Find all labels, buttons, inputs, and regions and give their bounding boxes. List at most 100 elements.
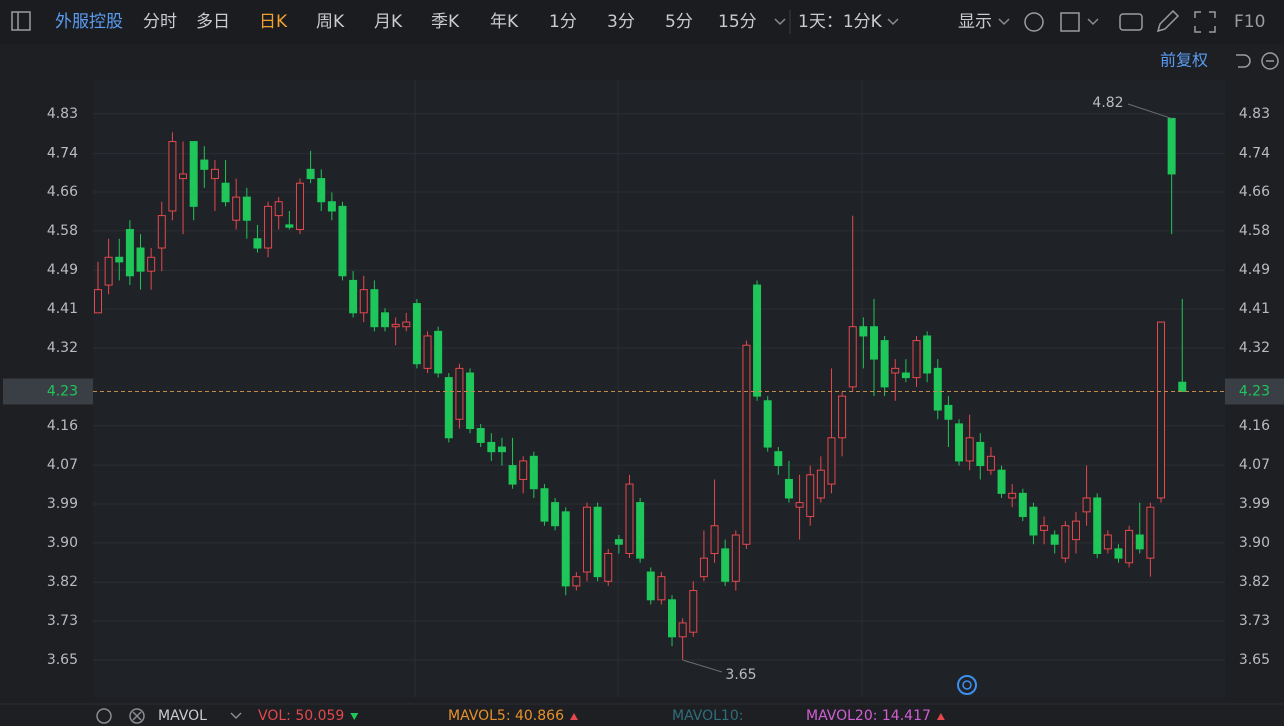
candle-body — [1018, 492, 1027, 517]
fullscreen-icon[interactable] — [1194, 11, 1216, 33]
candle-body — [955, 423, 964, 462]
indicator-value: MAVOL10: — [672, 708, 743, 724]
indicator-dropdown[interactable] — [230, 712, 242, 720]
y-tick-label: 4.41 — [47, 301, 78, 317]
candle-body — [487, 441, 496, 453]
candle-body — [944, 404, 953, 420]
period-tab[interactable]: 年K — [490, 12, 519, 32]
y-tick-label: 4.58 — [47, 223, 78, 239]
y-tick-label: 4.74 — [47, 146, 78, 162]
display-menu[interactable]: 显示 — [958, 12, 992, 32]
settings-icon[interactable] — [1024, 12, 1044, 32]
candle-body — [668, 599, 677, 638]
candle-body — [125, 229, 134, 277]
candle-body — [678, 622, 687, 638]
candle-body — [901, 372, 910, 379]
indicator-value: VOL: 50.059 — [258, 708, 344, 724]
period-tab[interactable]: 周K — [316, 12, 345, 32]
candle-body — [338, 205, 347, 277]
candle-body — [232, 196, 241, 221]
candle-body — [370, 289, 379, 328]
dropdown-arrow[interactable] — [774, 18, 786, 26]
last-price-label: 4.23 — [47, 384, 78, 400]
period-tab[interactable]: 日K — [259, 12, 288, 32]
y2-tick-label: 4.16 — [1239, 418, 1270, 434]
candle-body — [381, 312, 390, 328]
y2-tick-label: 3.73 — [1239, 613, 1270, 629]
candle-body — [200, 159, 209, 170]
candle-body — [1061, 525, 1070, 559]
dropdown-arrow[interactable] — [1087, 18, 1099, 26]
candle-body — [699, 557, 708, 578]
y2-tick-label: 4.58 — [1239, 223, 1270, 239]
candle-body — [923, 335, 932, 374]
period-tab[interactable]: 季K — [431, 12, 460, 32]
minus-icon[interactable] — [1261, 52, 1279, 70]
color-icon[interactable] — [1060, 12, 1080, 32]
candle-body — [274, 201, 283, 217]
candle-body — [551, 502, 560, 527]
candle-body — [582, 506, 591, 573]
dropdown-arrow[interactable] — [998, 18, 1010, 26]
candle-body — [859, 326, 868, 337]
period-tab[interactable]: 15分 — [718, 12, 757, 32]
candle-body — [1178, 381, 1187, 393]
adjust-button[interactable]: 前复权 — [1160, 51, 1208, 70]
range-select[interactable]: 1天：1分K — [798, 12, 883, 32]
period-tab[interactable]: 1分 — [549, 12, 577, 32]
candle-body — [157, 215, 166, 249]
candle-body — [657, 576, 666, 601]
candle-body — [604, 553, 613, 582]
search-icon[interactable] — [957, 675, 977, 695]
dropdown-arrow[interactable] — [887, 18, 899, 26]
candle-body — [147, 256, 156, 272]
candle-body — [806, 474, 815, 517]
candle-body — [455, 367, 464, 420]
candle-body — [1071, 520, 1080, 541]
indicator-value: MAVOL5: 40.866 — [448, 708, 564, 724]
period-tab[interactable]: 3分 — [607, 12, 635, 32]
stock-name[interactable]: 外服控股 — [55, 12, 123, 32]
candle-body — [795, 502, 804, 508]
candle-body — [838, 395, 847, 439]
indicator-name[interactable]: MAVOL — [158, 708, 207, 724]
candle-body — [1082, 497, 1091, 513]
period-tab[interactable]: 分时 — [143, 12, 177, 32]
period-tab[interactable]: 多日 — [196, 12, 230, 32]
last-price-box — [1225, 378, 1284, 405]
candle-body — [349, 279, 358, 314]
candle-body — [1050, 534, 1059, 545]
trend-arrow — [350, 713, 359, 720]
close-icon[interactable] — [129, 708, 145, 724]
candle-body — [997, 469, 1006, 494]
y-tick-label: 3.99 — [47, 496, 78, 512]
candle-body — [497, 446, 506, 453]
pen-icon[interactable] — [1156, 9, 1180, 33]
last-price-box — [3, 378, 93, 405]
undo-icon[interactable] — [1236, 54, 1251, 68]
f10-button[interactable]: F10 — [1234, 12, 1265, 32]
camera-icon[interactable] — [1119, 13, 1143, 31]
y-tick-label: 4.32 — [47, 340, 78, 356]
candle-body — [774, 451, 783, 467]
candle-body — [94, 289, 102, 314]
candle-body — [1008, 492, 1017, 499]
candle-body — [391, 323, 400, 328]
candle-body — [423, 335, 432, 369]
y2-tick-label: 4.41 — [1239, 301, 1270, 317]
candle-body — [189, 141, 198, 207]
period-tab[interactable]: 5分 — [665, 12, 693, 32]
candle-body — [1167, 117, 1176, 175]
candle-body — [1125, 529, 1134, 564]
high-marker: 4.82 — [1092, 95, 1123, 111]
y2-tick-label: 4.49 — [1239, 262, 1270, 278]
candle-body — [221, 182, 230, 203]
period-tab[interactable]: 月K — [374, 12, 403, 32]
sidebar-icon[interactable] — [11, 11, 31, 31]
settings-icon[interactable] — [96, 708, 112, 724]
candle-body — [444, 377, 453, 439]
candle-body — [625, 483, 634, 555]
low-marker: 3.65 — [725, 667, 756, 683]
candle-body — [933, 367, 942, 411]
